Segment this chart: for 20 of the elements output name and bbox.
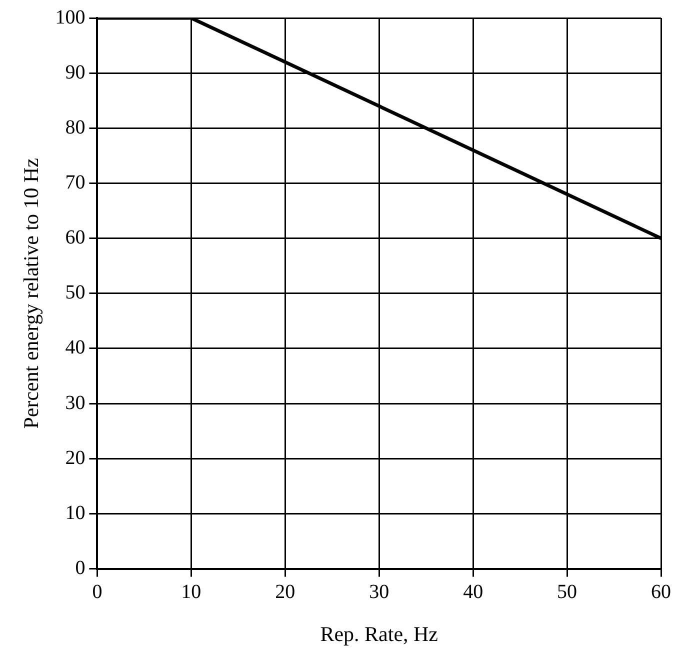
y-axis-title: Percent energy relative to 10 Hz	[19, 158, 44, 429]
y-tick-label: 40	[65, 336, 86, 359]
x-axis-title: Rep. Rate, Hz	[320, 622, 438, 646]
y-tick-label: 80	[65, 116, 86, 138]
x-tick-label: 0	[92, 581, 102, 604]
x-tick-label: 20	[275, 581, 296, 604]
x-tick-label: 30	[369, 581, 390, 604]
y-tick-label: 70	[65, 171, 86, 194]
y-tick-label: 100	[55, 6, 86, 28]
y-tick-label: 10	[65, 502, 86, 524]
y-tick-label: 30	[65, 392, 86, 414]
x-tick-label: 50	[557, 581, 578, 604]
y-tick-label: 60	[65, 226, 86, 249]
y-tick-label: 20	[65, 446, 86, 469]
x-tick-label: 10	[181, 581, 202, 604]
y-tick-label: 0	[75, 557, 86, 580]
x-tick-label: 60	[651, 581, 671, 604]
y-tick-label: 90	[65, 61, 86, 84]
x-tick-label: 40	[463, 581, 484, 604]
y-tick-label: 50	[65, 282, 86, 304]
